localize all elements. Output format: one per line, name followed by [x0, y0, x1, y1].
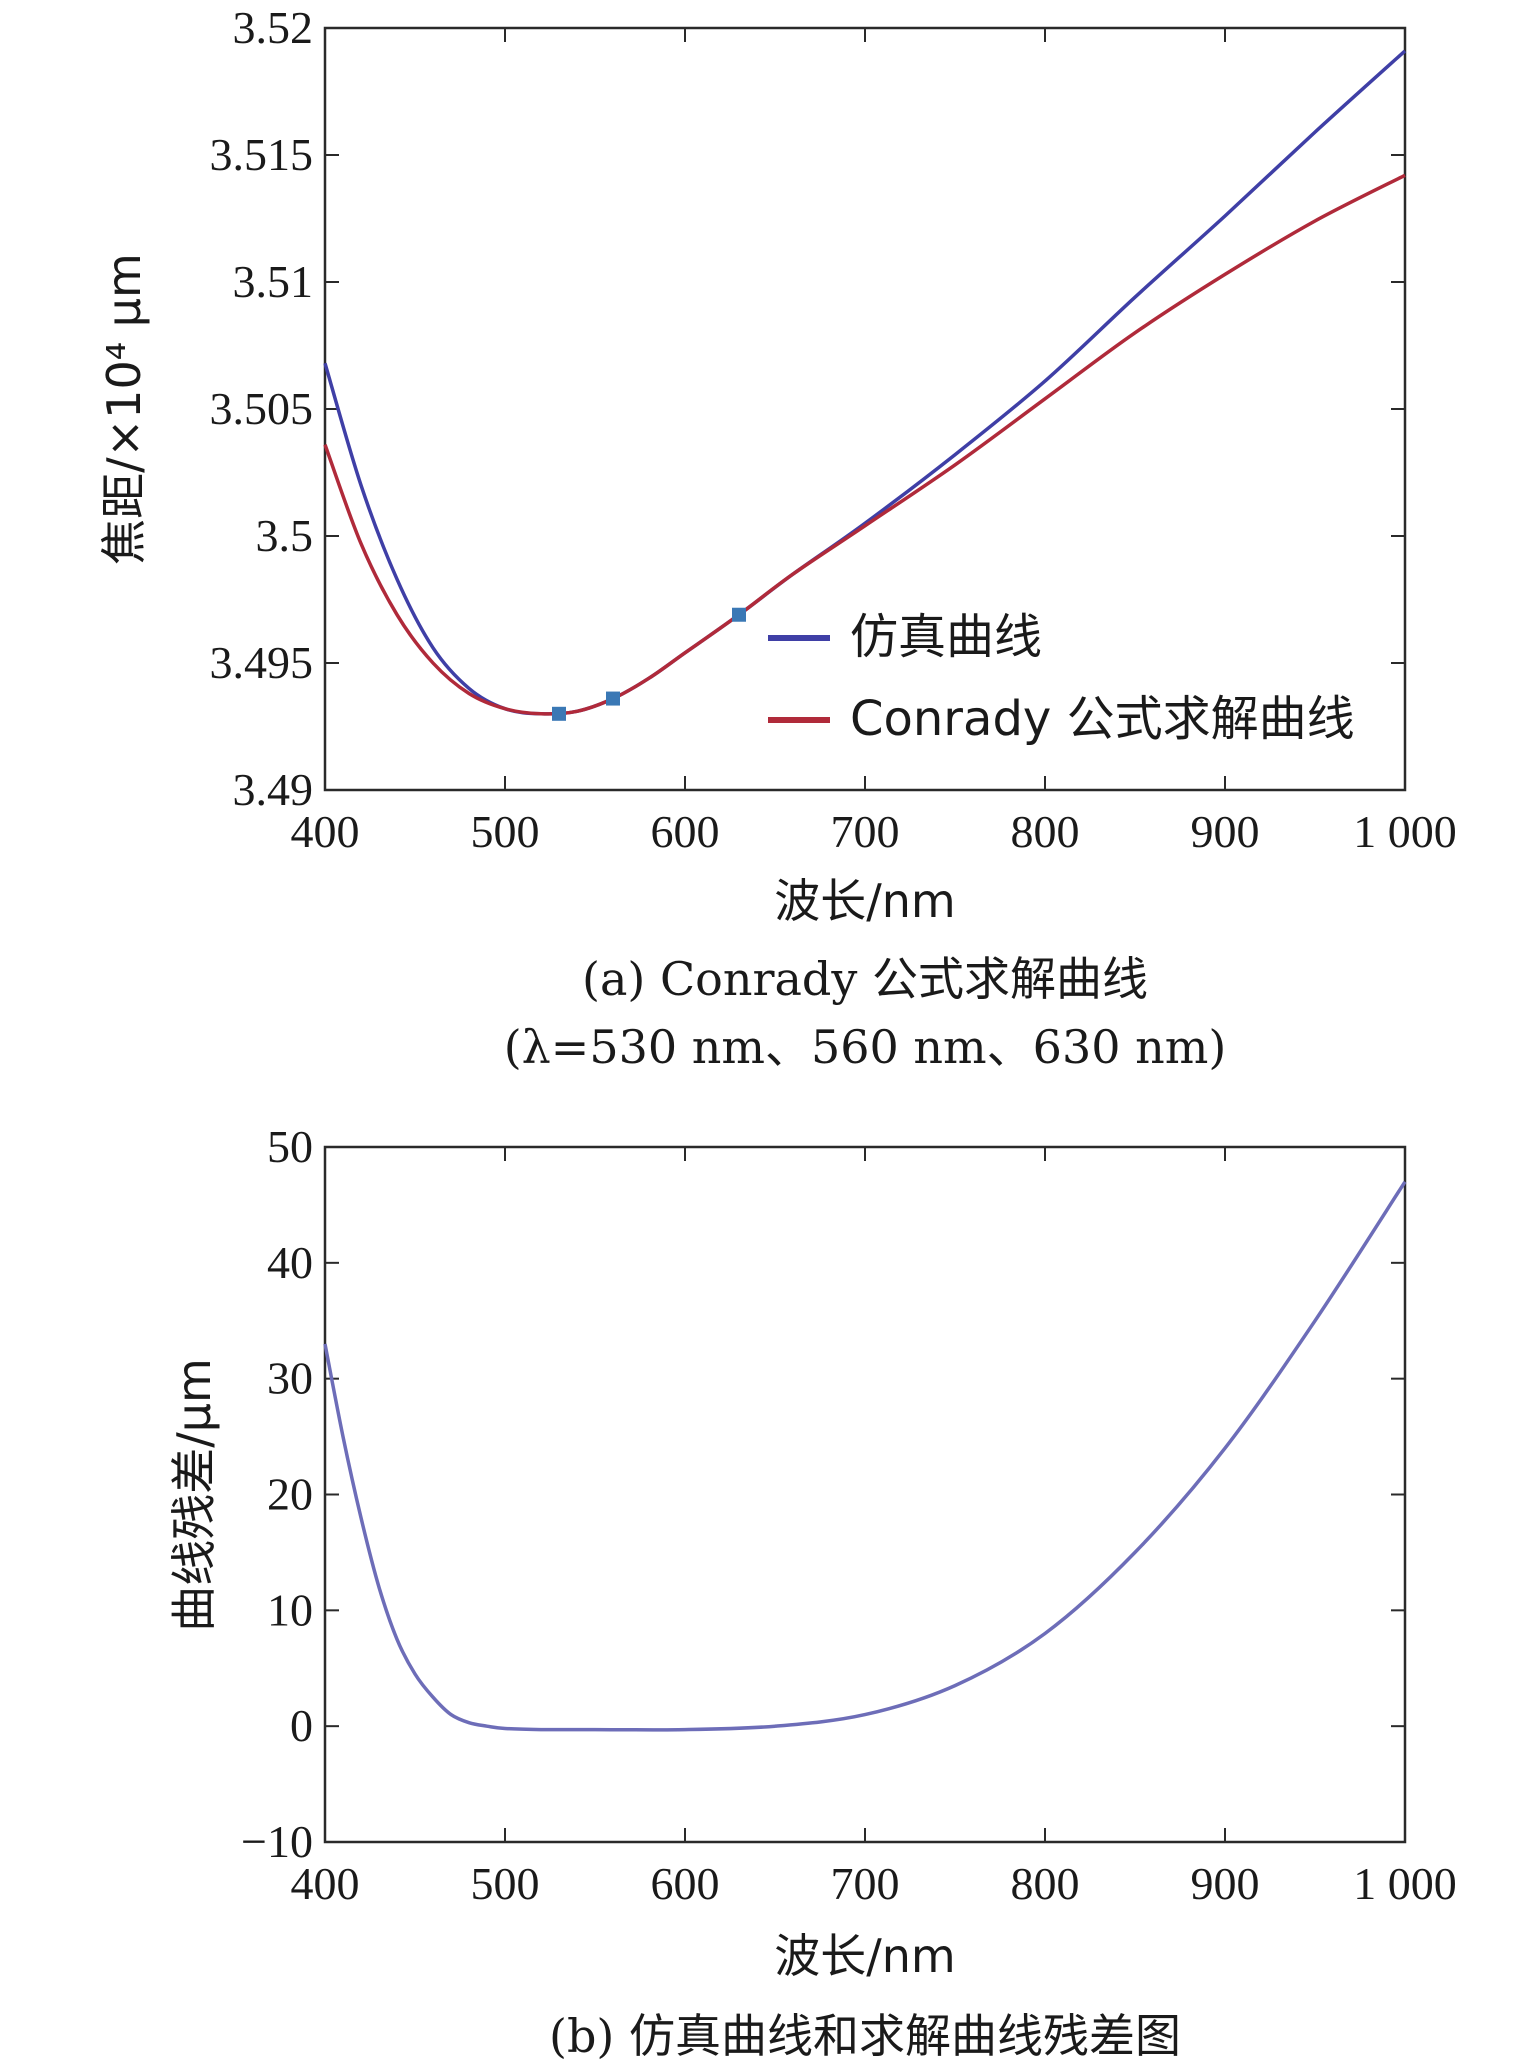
x-tick-label: 800 [1011, 1858, 1080, 1909]
x-tick-label: 400 [291, 1858, 360, 1909]
caption-a-line1: (a) Conrady 公式求解曲线 [582, 952, 1148, 1006]
y-ticks-a: 3.49 3.495 3.5 3.505 3.51 3.515 3.52 [210, 2, 1405, 815]
sample-point-marker [732, 607, 746, 622]
series-line-b-0 [323, 1180, 1407, 1732]
panel-a: 3.49 3.495 3.5 3.505 3.51 3.515 3.52 400 500 600… [97, 2, 1457, 1074]
y-axis-label-a: 焦距/×10⁴ μm [97, 253, 151, 565]
x-tick-label: 900 [1191, 1858, 1260, 1909]
y-tick-label: 50 [267, 1121, 313, 1172]
series-lines-a [323, 49, 1407, 716]
series-line-a-1 [323, 173, 1406, 716]
x-axis-label-b: 波长/nm [774, 1929, 955, 1983]
legend-label-simulation: 仿真曲线 [850, 609, 1042, 665]
plot-frame-b [323, 1145, 1407, 1844]
x-tick-label: 700 [831, 806, 900, 857]
y-tick-label: 3.5 [256, 510, 314, 561]
panel-b: −10 0 10 20 30 40 50 400 500 600 700 800 900 1 000 波… [167, 1121, 1457, 2063]
sample-point-marker [606, 691, 620, 706]
y-tick-label: 3.52 [233, 2, 314, 53]
y-tick-label: 3.505 [210, 383, 314, 434]
legend-label-conrady: Conrady 公式求解曲线 [850, 691, 1355, 747]
x-ticks-a: 400 500 600 700 800 900 1 000 [291, 28, 1457, 857]
y-tick-label: 3.495 [210, 637, 314, 688]
x-tick-label: 1 000 [1353, 1858, 1457, 1909]
x-tick-label: 1 000 [1353, 806, 1457, 857]
y-ticks-b: −10 0 10 20 30 40 50 [241, 1121, 1405, 1867]
y-tick-label: 0 [290, 1700, 313, 1751]
plot-frame-a [323, 26, 1407, 792]
x-tick-label: 800 [1011, 806, 1080, 857]
y-tick-label: 20 [267, 1469, 313, 1520]
x-tick-label: 500 [471, 806, 540, 857]
x-ticks-b: 400 500 600 700 800 900 1 000 [291, 1147, 1457, 1909]
caption-b: (b) 仿真曲线和求解曲线残差图 [549, 2009, 1181, 2063]
series-lines-b [323, 1180, 1407, 1732]
y-tick-label: −10 [241, 1816, 313, 1867]
y-tick-label: 10 [267, 1584, 313, 1635]
markers-a [552, 607, 746, 721]
y-tick-label: 3.515 [210, 129, 314, 180]
x-tick-label: 900 [1191, 806, 1260, 857]
x-axis-label-a: 波长/nm [774, 874, 955, 928]
y-axis-label-b: 曲线残差/μm [167, 1358, 221, 1632]
legend: 仿真曲线 Conrady 公式求解曲线 [768, 609, 1355, 747]
x-tick-label: 700 [831, 1858, 900, 1909]
y-tick-label: 30 [267, 1353, 313, 1404]
caption-a-line2: (λ=530 nm、560 nm、630 nm) [504, 1020, 1227, 1074]
sample-point-marker [552, 706, 566, 721]
x-tick-label: 600 [651, 1858, 720, 1909]
x-tick-label: 600 [651, 806, 720, 857]
y-tick-label: 3.49 [233, 764, 314, 815]
x-tick-label: 400 [291, 806, 360, 857]
y-tick-label: 3.51 [233, 256, 314, 307]
y-tick-label: 40 [267, 1237, 313, 1288]
x-tick-label: 500 [471, 1858, 540, 1909]
